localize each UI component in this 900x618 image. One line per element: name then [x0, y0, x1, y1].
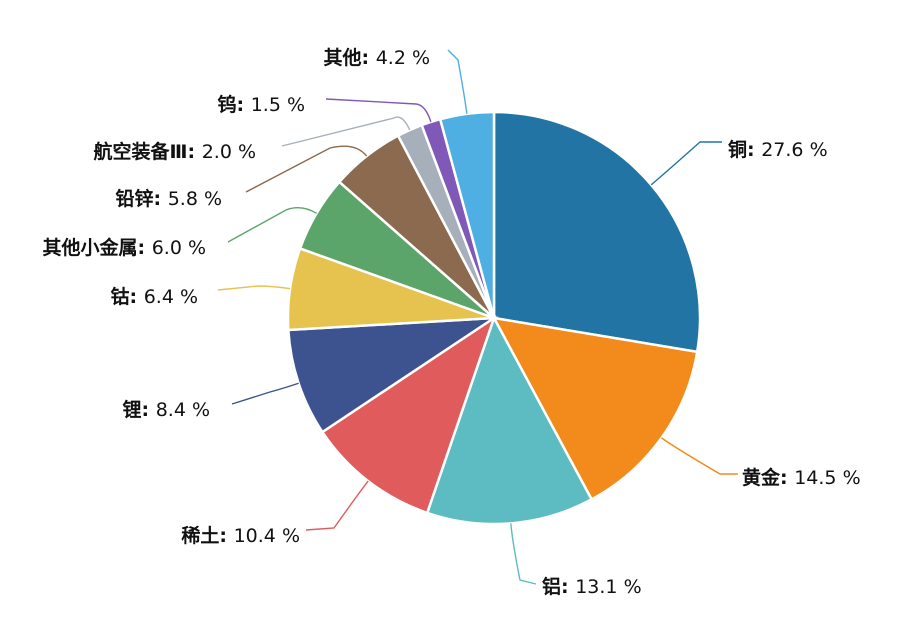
slice-label-value: 6.4 %	[144, 286, 198, 308]
slice-label-3: 铝: 13.1 %	[542, 575, 642, 598]
pie-slice-5[interactable]	[287, 316, 499, 434]
leader-line-9	[281, 116, 411, 147]
slice-label-value: 2.0 %	[202, 141, 256, 163]
slice-label-value: 5.8 %	[168, 188, 222, 210]
pie-slice-11[interactable]	[438, 110, 496, 319]
leader-line-7	[227, 207, 317, 243]
slice-label-value: 13.1 %	[575, 576, 641, 598]
slice-label-name: 铜:	[728, 138, 761, 161]
slice-label-name: 铝:	[542, 575, 575, 598]
slice-label-9: 航空装备Ⅲ: 2.0 %	[94, 140, 257, 163]
slice-label-value: 8.4 %	[156, 399, 210, 421]
leader-lines	[217, 49, 738, 585]
slice-label-name: 黄金:	[742, 466, 794, 489]
leader-line-11	[447, 49, 468, 114]
slice-label-value: 27.6 %	[761, 139, 827, 161]
leader-line-10	[325, 98, 432, 123]
leader-line-1	[650, 141, 722, 186]
slice-label-4: 稀土: 10.4 %	[181, 524, 300, 547]
slice-label-name: 航空装备Ⅲ:	[94, 140, 202, 163]
slice-label-value: 1.5 %	[251, 94, 305, 116]
slice-label-name: 其他小金属:	[42, 236, 151, 259]
slice-label-5: 锂: 8.4 %	[122, 398, 210, 421]
slice-label-name: 钴:	[110, 285, 143, 308]
slice-label-2: 黄金: 14.5 %	[742, 466, 861, 489]
slice-label-name: 其他:	[323, 46, 375, 69]
slice-label-name: 锂:	[122, 398, 155, 421]
leader-line-5	[231, 382, 299, 405]
slice-label-7: 其他小金属: 6.0 %	[42, 236, 206, 259]
slice-label-value: 4.2 %	[376, 47, 430, 69]
pie-slice-3[interactable]	[425, 314, 594, 526]
slice-label-11: 其他: 4.2 %	[323, 46, 430, 69]
slice-label-8: 铅锌: 5.8 %	[115, 187, 222, 210]
slice-label-value: 14.5 %	[794, 467, 860, 489]
slice-label-10: 钨: 1.5 %	[217, 93, 305, 116]
slice-label-1: 铜: 27.6 %	[728, 138, 828, 161]
slice-label-6: 钴: 6.4 %	[110, 285, 198, 308]
pie-slice-1[interactable]	[492, 110, 702, 354]
slice-label-value: 6.0 %	[152, 237, 206, 259]
leader-line-8	[245, 145, 368, 193]
leader-line-4	[305, 480, 369, 531]
leader-line-3	[510, 523, 537, 585]
leader-line-2	[661, 437, 738, 475]
slice-label-name: 铅锌:	[115, 187, 167, 210]
pie-slice-2[interactable]	[491, 316, 699, 502]
slice-label-value: 10.4 %	[234, 525, 300, 547]
pie-slices	[286, 110, 702, 526]
leader-line-6	[217, 285, 291, 291]
slice-labels: 铜: 27.6 % 黄金: 14.5 % 铝: 13.1 % 稀土: 10.4 % 锂:…	[42, 46, 860, 598]
slice-label-name: 稀土:	[181, 524, 233, 547]
slice-label-name: 钨:	[217, 93, 250, 116]
